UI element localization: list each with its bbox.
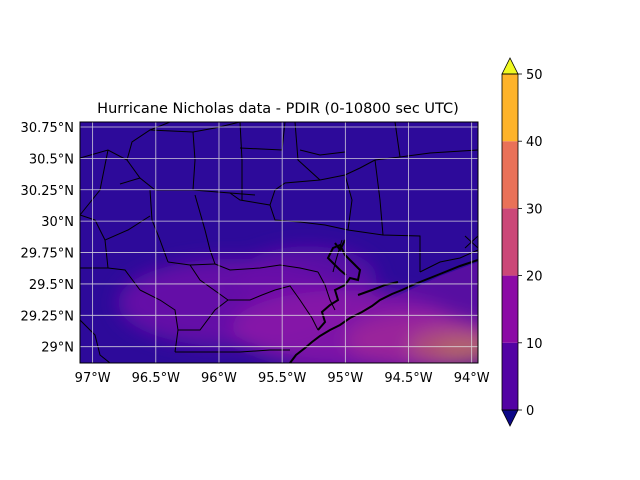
colorbar-over-extend [501,57,519,75]
y-tick-label: 29.25°N [21,309,74,324]
colorbar-segment [502,141,518,209]
x-tick-label: 95.5°W [258,371,306,386]
gridlines [80,122,478,363]
colorbar-frame [501,73,519,411]
map-frame [79,121,479,364]
colorbar-tick-label: 0 [526,404,534,419]
colorbar-segment [502,275,518,343]
x-tick-label: 94.5°W [384,371,432,386]
y-tick-label: 30.5°N [29,152,74,167]
colorbar-tick-label: 30 [526,202,543,217]
x-tick-label: 96.5°W [132,371,180,386]
y-tick-label: 30°N [41,215,74,230]
x-axis-ticks: 97°W 96.5°W 96°W 95.5°W 95°W 94.5°W 94°W [75,371,490,386]
y-tick-label: 29.75°N [21,247,74,262]
y-tick-label: 29.5°N [29,278,74,293]
colorbar-under-extend [501,409,519,427]
colorbar-tick-label: 10 [526,337,543,352]
chart-title: Hurricane Nicholas data - PDIR (0-10800 … [97,101,459,117]
colorbar-segment [502,342,518,410]
colorbar-segment [502,208,518,276]
y-axis-ticks: 30.75°N 30.5°N 30.25°N 30°N 29.75°N 29.5°N 29.… [21,121,74,356]
y-tick-label: 30.75°N [21,121,74,136]
y-tick-label: 29°N [41,341,74,356]
x-tick-label: 94°W [454,371,490,386]
y-tick-label: 30.25°N [21,184,74,199]
colorbar-tick-label: 40 [526,135,543,150]
colorbar: 0 10 20 30 40 50 [501,57,543,427]
map-panel: 97°W 96.5°W 96°W 95.5°W 95°W 94.5°W 94°W 30.75… [21,121,490,386]
colorbar-segment [502,74,518,142]
x-tick-label: 95°W [327,371,363,386]
colorbar-tick-label: 50 [526,68,543,83]
x-tick-label: 97°W [75,371,111,386]
colorbar-tick-label: 20 [526,270,543,285]
gulf-water [290,262,478,363]
x-tick-label: 96°W [201,371,237,386]
coastline [289,239,478,363]
